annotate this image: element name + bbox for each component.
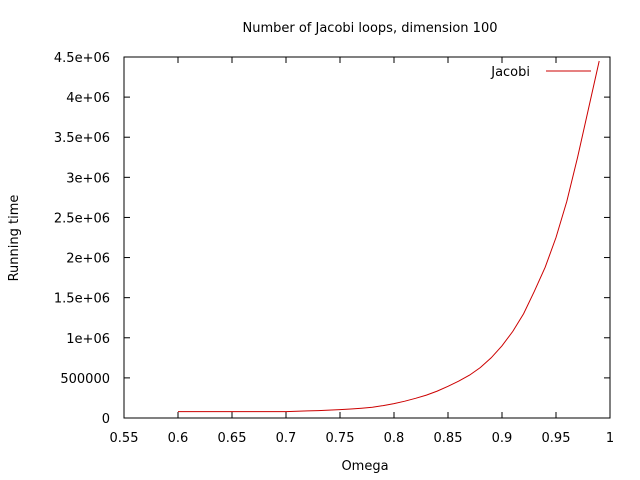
- x-tick-label: 0.6: [168, 431, 189, 446]
- x-tick-label: 0.65: [218, 431, 247, 446]
- y-tick-label: 500000: [60, 372, 110, 387]
- y-tick-label: 3e+06: [66, 171, 110, 186]
- y-ticks: 0 500000 1e+06 1.5e+06 2e+06 2.5e+06 3e+06 3.5e…: [54, 51, 610, 427]
- y-tick-label: 4e+06: [66, 91, 110, 106]
- x-tick-label: 0.75: [326, 431, 355, 446]
- legend: Jacobi: [490, 65, 591, 80]
- y-tick-label: 0: [102, 412, 110, 427]
- y-tick-label: 1.5e+06: [54, 292, 110, 307]
- legend-label: Jacobi: [490, 65, 530, 80]
- y-tick-label: 3.5e+06: [54, 131, 110, 146]
- chart-title: Number of Jacobi loops, dimension 100: [242, 21, 497, 36]
- x-tick-label: 0.9: [492, 431, 513, 446]
- y-tick-label: 2e+06: [66, 252, 110, 267]
- x-axis-label: Omega: [341, 459, 388, 474]
- data-series: [178, 60, 600, 413]
- y-tick-label: 2.5e+06: [54, 211, 110, 226]
- y-tick-label: 1e+06: [66, 332, 110, 347]
- x-tick-label: 0.55: [110, 431, 139, 446]
- x-tick-label: 0.85: [434, 431, 463, 446]
- x-tick-label: 0.95: [542, 431, 571, 446]
- x-tick-label: 0.8: [384, 431, 405, 446]
- x-ticks: 0.55 0.6 0.65 0.7 0.75 0.8 0.85 0.9 0.95 1: [110, 57, 614, 446]
- y-axis-label: Running time: [7, 195, 22, 282]
- plot-frame: [123, 56, 611, 419]
- y-tick-label: 4.5e+06: [54, 51, 110, 66]
- x-tick-label: 1: [606, 431, 614, 446]
- x-tick-label: 0.7: [276, 431, 297, 446]
- series-line-jacobi: [178, 60, 600, 413]
